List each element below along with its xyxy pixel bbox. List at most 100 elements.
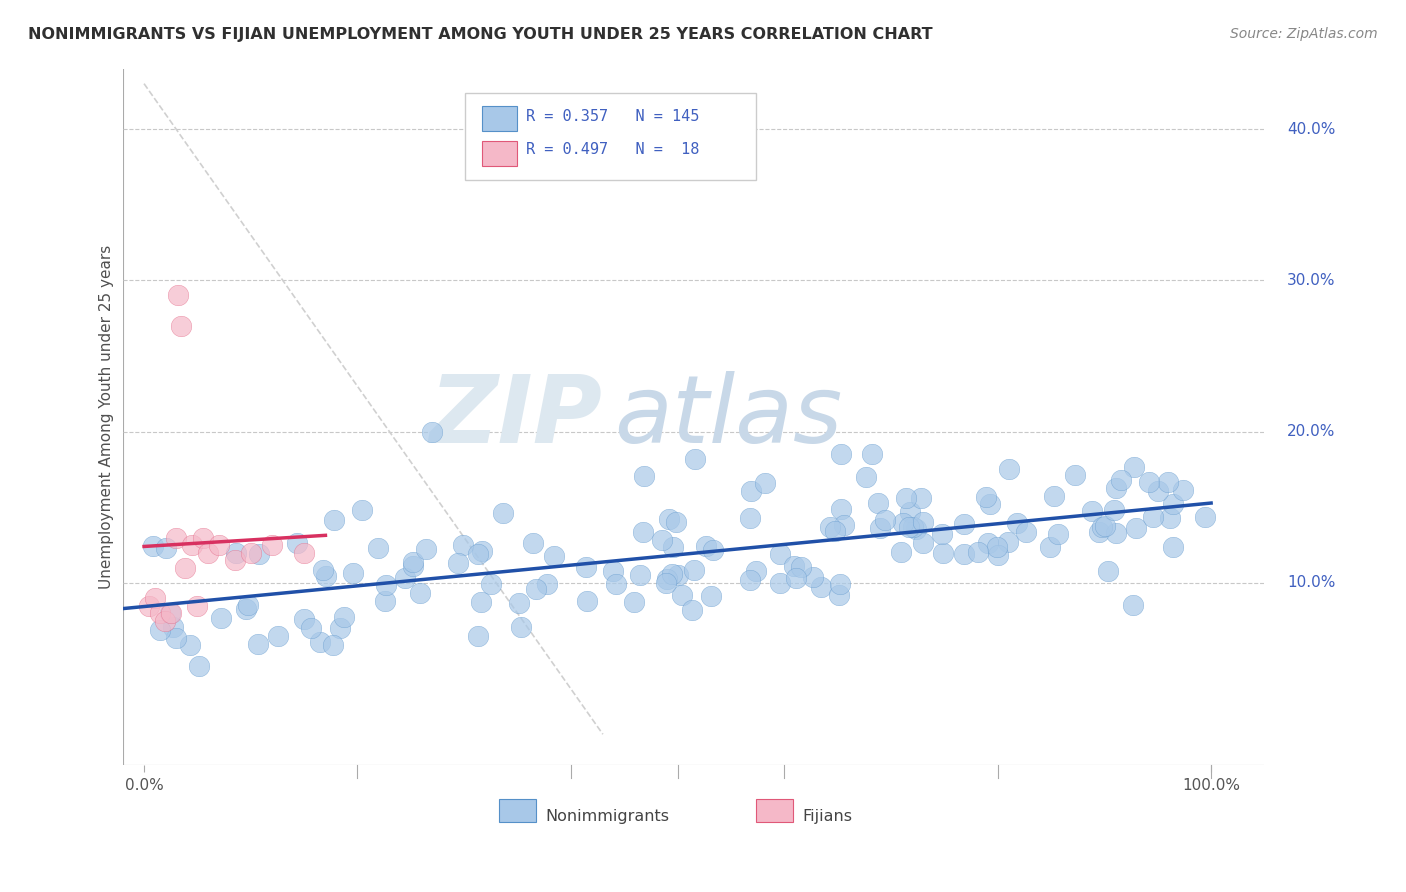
Point (138, 599, 160, 613)
Point (1137, 475, 1160, 489)
Point (1105, 525, 1128, 540)
Point (997, 535, 1019, 549)
Point (785, 571, 807, 585)
Text: Source: ZipAtlas.com: Source: ZipAtlas.com (1230, 27, 1378, 41)
Point (855, 470, 877, 484)
Point (159, 606, 181, 620)
Point (890, 545, 912, 559)
Point (661, 540, 683, 554)
Point (1142, 510, 1164, 524)
Point (605, 577, 627, 591)
FancyBboxPatch shape (756, 799, 793, 822)
Point (470, 595, 492, 609)
Point (818, 520, 841, 534)
Point (191, 531, 214, 545)
Point (315, 569, 337, 583)
Point (700, 589, 723, 603)
Point (866, 496, 889, 510)
Point (575, 560, 598, 574)
Point (830, 447, 852, 461)
Text: R = 0.357   N = 145: R = 0.357 N = 145 (526, 109, 699, 124)
Point (896, 491, 918, 506)
Point (932, 546, 955, 560)
Point (209, 611, 232, 625)
Point (173, 561, 195, 575)
Point (979, 497, 1001, 511)
Point (420, 425, 443, 439)
Point (661, 566, 683, 581)
Point (292, 546, 315, 560)
Point (239, 546, 262, 560)
Point (976, 490, 998, 504)
Point (409, 586, 432, 600)
Text: ZIP: ZIP (429, 370, 602, 463)
Point (1081, 504, 1104, 518)
Point (810, 580, 832, 594)
Text: Nonimmigrants: Nonimmigrants (546, 809, 669, 824)
Point (143, 591, 166, 606)
Point (262, 538, 284, 552)
Point (247, 547, 270, 561)
Point (188, 659, 211, 673)
Point (745, 564, 768, 578)
Point (342, 566, 364, 580)
Point (910, 491, 932, 505)
Point (491, 506, 513, 520)
Point (165, 531, 187, 545)
Point (898, 505, 921, 519)
Point (905, 522, 928, 536)
Point (631, 524, 654, 539)
Point (602, 564, 624, 578)
Point (986, 541, 1008, 555)
Point (1123, 459, 1146, 474)
Point (155, 541, 177, 556)
Point (903, 520, 925, 534)
Point (628, 567, 651, 582)
Point (665, 515, 688, 529)
Point (1122, 598, 1144, 612)
Point (1125, 521, 1147, 535)
Point (236, 598, 259, 612)
FancyBboxPatch shape (499, 799, 536, 822)
Y-axis label: Unemployment Among Youth under 25 years: Unemployment Among Youth under 25 years (100, 244, 114, 589)
Point (740, 484, 762, 499)
Point (510, 620, 533, 634)
Point (159, 606, 181, 620)
Point (1161, 541, 1184, 555)
Point (768, 548, 790, 562)
Point (891, 516, 914, 530)
Point (1194, 510, 1216, 524)
Point (789, 559, 811, 574)
FancyBboxPatch shape (482, 106, 516, 131)
Point (801, 570, 824, 584)
Point (352, 503, 374, 517)
Text: 30.0%: 30.0% (1288, 273, 1336, 288)
Point (827, 588, 849, 602)
Point (374, 594, 396, 608)
Point (1097, 564, 1119, 578)
Point (329, 621, 352, 635)
Point (576, 593, 599, 607)
Point (402, 558, 425, 573)
Text: R = 0.497   N =  18: R = 0.497 N = 18 (526, 142, 699, 157)
Point (292, 611, 315, 625)
Point (1091, 519, 1114, 533)
Point (367, 541, 389, 556)
Point (830, 502, 852, 516)
Point (953, 517, 976, 532)
Point (695, 539, 717, 553)
Point (162, 620, 184, 634)
Point (633, 468, 655, 483)
Point (834, 518, 856, 533)
Point (181, 538, 204, 552)
Point (149, 623, 172, 637)
Point (1171, 483, 1194, 497)
Point (754, 475, 776, 490)
Point (179, 638, 201, 652)
Point (508, 596, 530, 610)
Point (235, 601, 257, 615)
Point (225, 546, 247, 560)
Point (898, 520, 921, 534)
Point (1102, 502, 1125, 516)
Point (170, 318, 193, 333)
